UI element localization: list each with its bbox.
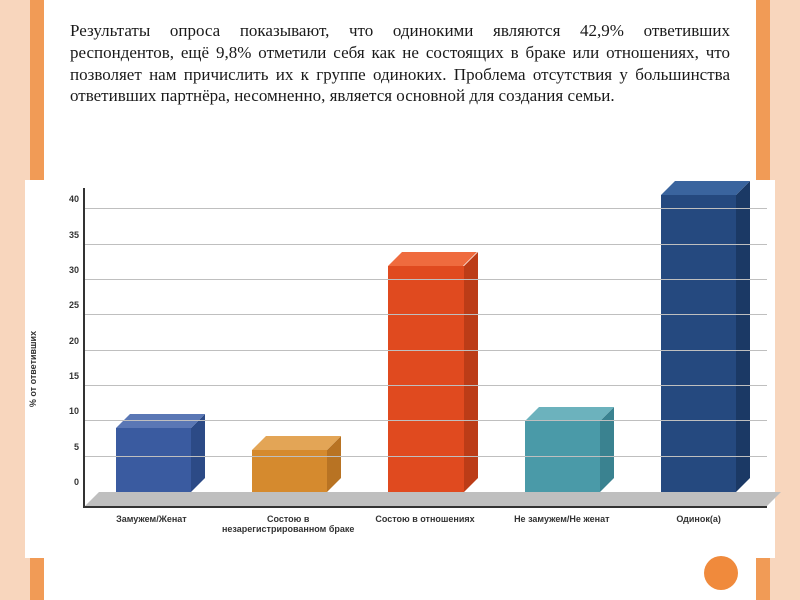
chart-bar xyxy=(661,195,736,492)
chart-gridline xyxy=(85,420,767,421)
chart-bar-top xyxy=(252,436,341,450)
chart-xlabel: Состою в незарегистрированном браке xyxy=(216,514,360,535)
body-paragraph: Результаты опроса показывают, что одинок… xyxy=(70,20,730,107)
slide: Результаты опроса показывают, что одинок… xyxy=(0,0,800,600)
chart-bar xyxy=(525,421,600,492)
chart-ytick: 5 xyxy=(51,442,79,452)
chart-bar-side xyxy=(736,181,750,492)
chart-bar-top xyxy=(525,407,614,421)
chart-gridline xyxy=(85,385,767,386)
chart-ytick: 10 xyxy=(51,406,79,416)
chart-gridline xyxy=(85,244,767,245)
chart-plot-inner: 0510152025303540 xyxy=(85,188,767,506)
chart-gridline xyxy=(85,350,767,351)
y-axis-title: % от ответивших xyxy=(28,331,38,407)
chart-bar-front xyxy=(116,428,191,492)
chart-bar-front xyxy=(388,266,463,492)
chart-bar-front xyxy=(661,195,736,492)
chart-bar-top xyxy=(388,252,477,266)
chart-bar-top xyxy=(661,181,750,195)
chart-x-labels: Замужем/ЖенатСостою в незарегистрированн… xyxy=(83,510,767,558)
chart-gridline xyxy=(85,208,767,209)
chart-ytick: 40 xyxy=(51,194,79,204)
accent-circle-icon xyxy=(704,556,738,590)
chart-xlabel: Замужем/Женат xyxy=(80,514,224,524)
bar-chart: % от ответивших 0510152025303540 Замужем… xyxy=(25,180,775,558)
chart-ytick: 35 xyxy=(51,230,79,240)
chart-bar xyxy=(116,428,191,492)
chart-bar xyxy=(388,266,463,492)
chart-plot-area: 0510152025303540 xyxy=(83,188,767,508)
chart-xlabel: Состою в отношениях xyxy=(353,514,497,524)
chart-xlabel: Одинок(а) xyxy=(627,514,771,524)
chart-xlabel: Не замужем/Не женат xyxy=(490,514,634,524)
chart-ytick: 20 xyxy=(51,336,79,346)
chart-ytick: 25 xyxy=(51,300,79,310)
chart-gridline xyxy=(85,279,767,280)
chart-gridline xyxy=(85,456,767,457)
chart-ytick: 30 xyxy=(51,265,79,275)
chart-bars xyxy=(85,188,767,492)
chart-bar-top xyxy=(116,414,205,428)
chart-floor xyxy=(85,492,781,506)
chart-ytick: 15 xyxy=(51,371,79,381)
chart-ytick: 0 xyxy=(51,477,79,487)
chart-bar-front xyxy=(525,421,600,492)
chart-gridline xyxy=(85,314,767,315)
